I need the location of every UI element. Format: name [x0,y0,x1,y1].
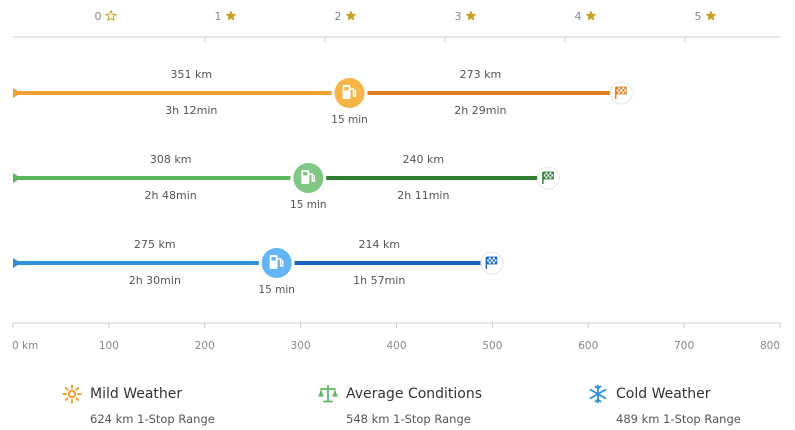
legend-mild-range: 624 km 1-Stop Range [90,412,215,426]
x-tick-label-300: 300 [291,340,311,352]
mild-stop-duration: 15 min [331,114,368,126]
x-tick-label-400: 400 [386,340,406,352]
x-tick-label-100: 100 [99,340,119,352]
legend-average-range: 548 km 1-Stop Range [346,412,471,426]
charging-station-icon [269,255,284,269]
balance-icon [318,385,338,403]
x-tick-label-200: 200 [195,340,215,352]
checkered-flag-icon [542,171,554,184]
rating-star-2 [345,10,357,21]
average-leg1-distance: 308 km [150,153,192,166]
mild-leg2-distance: 273 km [460,68,502,81]
legend-cold-title: Cold Weather [616,386,711,402]
rating-label-2: 2 [335,10,342,23]
rating-label-5: 5 [695,10,702,23]
snowflake-icon [589,384,607,404]
rating-star-3 [465,10,477,21]
mild-leg1-distance: 351 km [170,68,212,81]
x-tick-label-0: 0 km [12,340,38,352]
cold-stop-duration: 15 min [258,284,295,296]
cold-leg2-time: 1h 57min [353,274,405,287]
average-leg1-time: 2h 48min [145,189,197,202]
charging-station-icon [342,85,357,99]
cold-leg1-distance: 275 km [134,238,176,251]
average-stop-duration: 15 min [290,199,327,211]
legend-average: Average Conditions 548 km 1-Stop Range [318,384,548,426]
legend-cold: Cold Weather 489 km 1-Stop Range [588,384,795,426]
rating-label-4: 4 [575,10,582,23]
rating-label-1: 1 [215,10,222,23]
cold-leg1-time: 2h 30min [129,274,181,287]
rating-star-5 [705,10,717,21]
x-tick-label-600: 600 [578,340,598,352]
average-leg2-distance: 240 km [403,153,445,166]
checkered-flag-icon [485,256,498,269]
rating-label-3: 3 [455,10,462,23]
cold-leg2-distance: 214 km [358,238,400,251]
mild-leg2-time: 2h 29min [454,104,506,117]
legend-mild: Mild Weather 624 km 1-Stop Range [62,384,292,426]
legend-cold-range: 489 km 1-Stop Range [616,412,741,426]
rating-star-0 [104,9,118,22]
legend-average-title: Average Conditions [346,386,483,402]
x-tick-label-500: 500 [482,340,502,352]
rating-star-4 [585,10,597,21]
legend-mild-title: Mild Weather [90,386,183,402]
mild-leg1-time: 3h 12min [165,104,217,117]
x-tick-label-800: 800 [760,340,780,352]
checkered-flag-icon [615,86,627,99]
charging-station-icon [301,170,316,184]
sun-icon [62,384,82,404]
rating-star-1 [225,10,237,21]
x-tick-label-700: 700 [674,340,694,352]
rating-label-0: 0 [95,10,102,23]
average-leg2-time: 2h 11min [397,189,449,202]
